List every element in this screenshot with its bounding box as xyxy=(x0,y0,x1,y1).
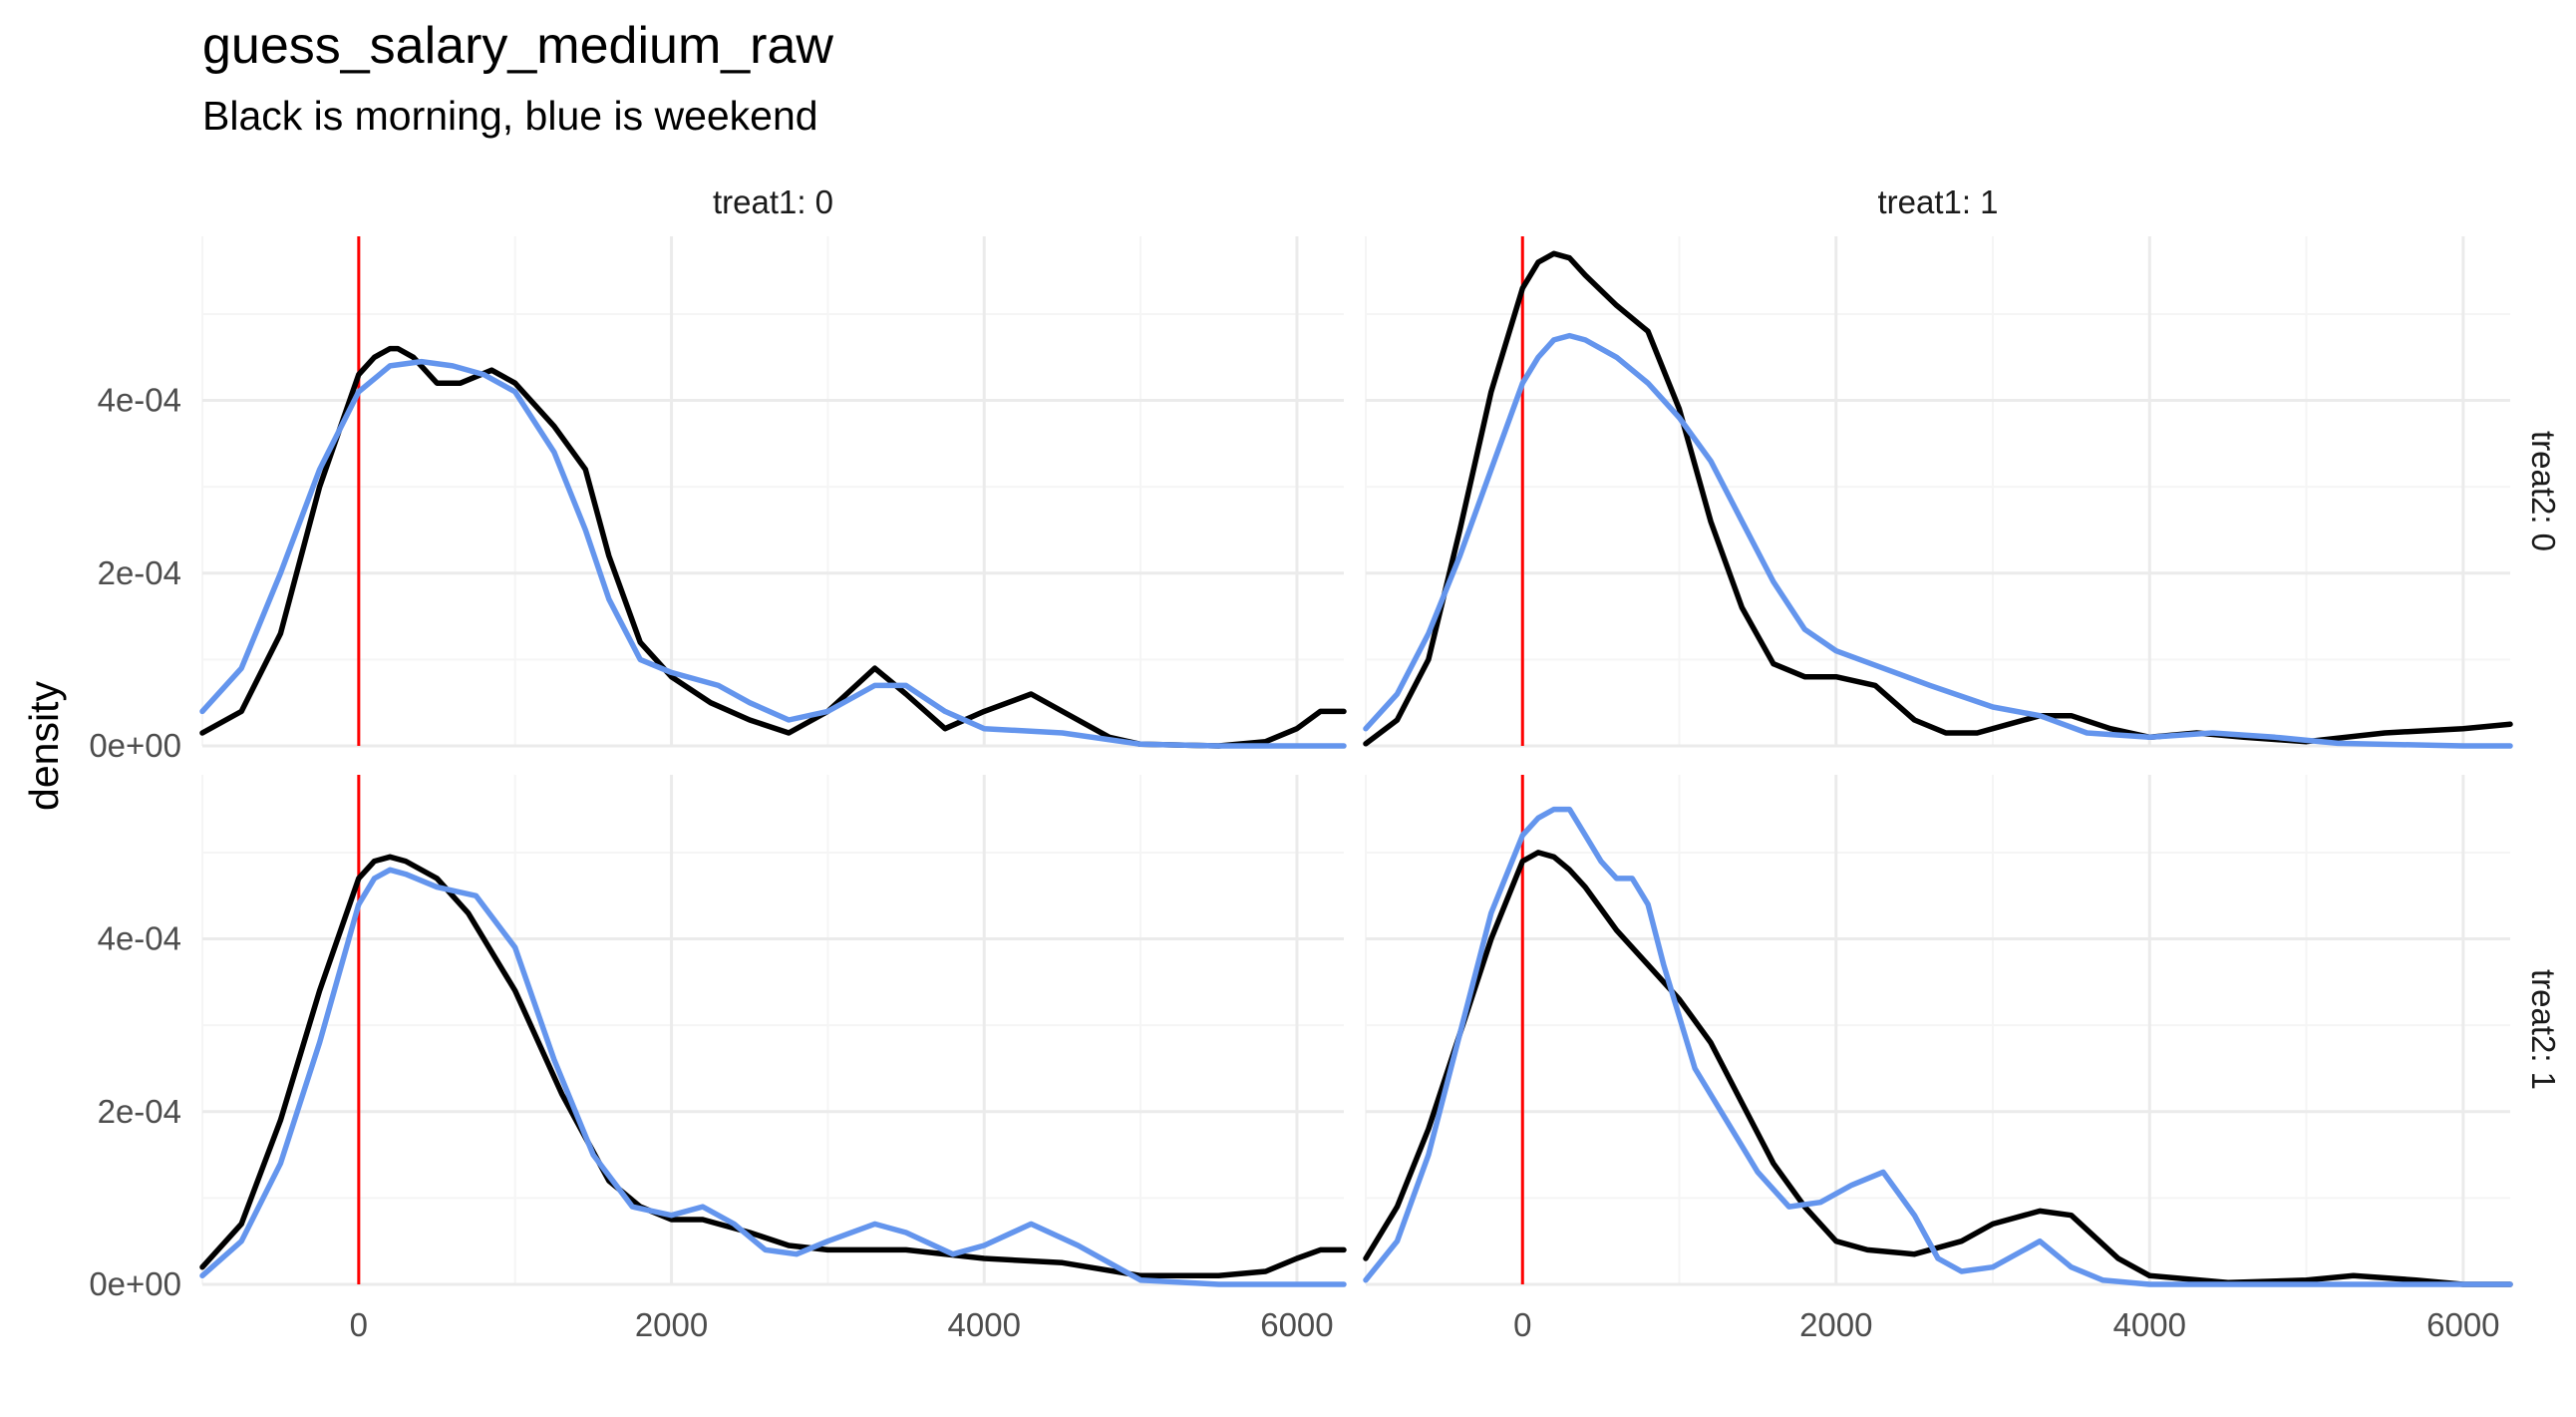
series-weekend-line xyxy=(199,867,1347,1287)
y-tick-label: 4e-04 xyxy=(98,382,181,419)
y-tick-label: 0e+00 xyxy=(89,727,181,764)
x-tick-label: 6000 xyxy=(2426,1306,2499,1343)
x-tick-label: 2000 xyxy=(1799,1306,1872,1343)
facet-col-label: treat1: 0 xyxy=(713,183,833,220)
y-tick-label: 4e-04 xyxy=(98,920,181,957)
series-weekend-line xyxy=(199,358,1347,749)
series-weekend-line xyxy=(1363,806,2513,1287)
y-axis: 0e+00 2e-04 4e-04 0e+00 2e-04 4e-04 xyxy=(89,382,181,1302)
panel-2-2: treat2: 1 xyxy=(1363,775,2562,1287)
y-axis-title: density xyxy=(21,681,67,811)
facet-row-label: treat2: 1 xyxy=(2525,969,2562,1090)
panel-2-1 xyxy=(199,775,1347,1287)
y-tick-label: 2e-04 xyxy=(98,1093,181,1130)
facet-row-label: treat2: 0 xyxy=(2525,431,2562,551)
facet-col-label: treat1: 1 xyxy=(1877,183,1998,220)
y-tick-label: 0e+00 xyxy=(89,1265,181,1302)
x-tick-label: 0 xyxy=(1513,1306,1531,1343)
series-morning-line xyxy=(1363,850,2513,1287)
facet-panels: treat1: 0 treat1: 1 treat2: 0 treat2: 1 xyxy=(199,183,2562,1287)
x-axis: 0 2000 4000 6000 0 2000 4000 6000 xyxy=(350,1306,2500,1343)
chart-subtitle: Black is morning, blue is weekend xyxy=(202,93,818,139)
y-tick-label: 2e-04 xyxy=(98,554,181,591)
panel-1-2: treat1: 1 treat2: 0 xyxy=(1363,183,2562,749)
x-tick-label: 0 xyxy=(350,1306,368,1343)
x-tick-label: 2000 xyxy=(635,1306,708,1343)
chart-title: guess_salary_medium_raw xyxy=(202,17,833,75)
x-tick-label: 4000 xyxy=(2113,1306,2186,1343)
panel-1-1: treat1: 0 xyxy=(199,183,1347,749)
x-tick-label: 4000 xyxy=(948,1306,1021,1343)
series-weekend-line xyxy=(1363,332,2513,749)
x-tick-label: 6000 xyxy=(1260,1306,1333,1343)
